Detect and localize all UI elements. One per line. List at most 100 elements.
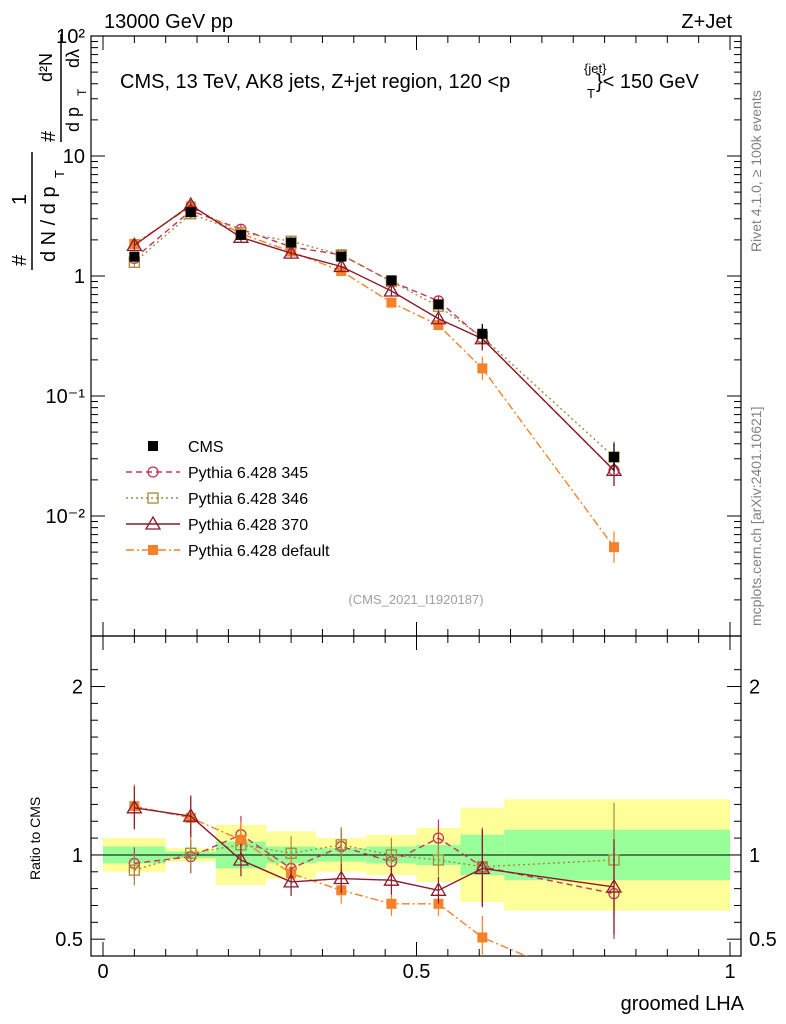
y-label-dpT: d p (63, 107, 83, 132)
point-pythia-6-428-370 (430, 310, 447, 325)
point-cms (477, 328, 488, 339)
point-pythia-6-428-370 (383, 282, 400, 297)
y-tick-label-3: 10⁻¹ (46, 386, 86, 408)
point-cms (286, 237, 297, 248)
y-tick-label-2: 1 (74, 266, 85, 288)
series-pythia-6-428-default (129, 201, 620, 563)
process-label: Z+Jet (681, 11, 732, 33)
y-label-hash2: # (38, 130, 60, 142)
point-cms (336, 251, 347, 262)
line-pythia-6-428-370 (133, 204, 615, 471)
ratio-tick-label-left-1: 1 (72, 845, 83, 867)
point-cms (185, 207, 196, 218)
legend: CMS Pythia 6.428 345 Pythia 6.428 346 Pythi… (126, 439, 330, 560)
ratio-tick-label-right-1: 1 (749, 845, 760, 867)
ratio-point-pythia-6-428-370 (282, 873, 300, 888)
legend-label-pythia-6-428-370: Pythia 6.428 370 (188, 517, 308, 534)
y-label-dpT-sub: T (75, 88, 89, 96)
ratio-point-pythia-6-428-346 (185, 847, 197, 859)
y-label-dlambda: dλ (63, 49, 83, 68)
ratio-tick-label-left-2: 0.5 (55, 929, 83, 951)
legend-marker-pythia-6-428-346 (147, 492, 159, 504)
ratio-plot-panel: 0 0.5 1 2 2 1 1 0.5 0.5 (55, 635, 777, 998)
ratio-point-pythia-6-428-default (386, 898, 397, 909)
series-cms (129, 207, 620, 472)
y-label-one: 1 (9, 194, 31, 205)
plot-title-sub: T (587, 86, 595, 101)
y-label-hash: # (9, 254, 31, 266)
plot-title-sup: {jet} (584, 61, 607, 76)
legend-marker-pythia-6-428-345 (147, 466, 159, 478)
ratio-tick-label-right-2: 0.5 (749, 929, 777, 951)
point-pythia-6-428-370 (126, 237, 143, 252)
ratio-point-pythia-6-428-346 (128, 864, 141, 876)
x-tick-label-0: 0 (97, 961, 108, 983)
y-tick-label-1: 10 (63, 146, 85, 168)
ratio-point-pythia-6-428-default (609, 988, 619, 998)
legend-label-pythia-6-428-346: Pythia 6.428 346 (188, 491, 308, 508)
line-pythia-6-428-345 (133, 209, 615, 471)
legend-label-pythia-6-428-default: Pythia 6.428 default (188, 543, 330, 560)
mcplots-label: mcplots.cern.ch [arXiv:2401.10621] (748, 407, 764, 626)
legend-marker-cms (148, 441, 158, 451)
point-cms (609, 452, 620, 463)
line-pythia-6-428-346 (133, 212, 615, 458)
ratio-point-pythia-6-428-346 (335, 839, 347, 851)
y-label-dN: d N / d p (38, 186, 60, 262)
y-label-sub-T: T (52, 170, 67, 178)
ratio-point-pythia-6-428-370 (333, 870, 350, 885)
legend-label-pythia-6-428-345: Pythia 6.428 345 (188, 465, 308, 482)
series-pythia-6-428-346 (128, 208, 620, 473)
point-cms (129, 251, 140, 262)
ratio-series-pythia-6-428-370 (126, 786, 623, 935)
ratio-series (126, 784, 623, 998)
analysis-id: (CMS_2021_I1920187) (348, 592, 483, 607)
ratio-axis-label: Ratio to CMS (27, 797, 43, 880)
point-pythia-6-428-370 (282, 244, 300, 259)
ratio-point-pythia-6-428-default (433, 898, 444, 909)
y-tick-label-4: 10⁻² (46, 506, 86, 528)
main-plot-panel: 10² 10 1 10⁻¹ 10⁻² (46, 26, 742, 637)
ratio-point-pythia-6-428-default (477, 932, 488, 943)
point-cms (386, 275, 397, 286)
point-pythia-6-428-default (477, 363, 488, 374)
ratio-point-pythia-6-428-370 (383, 871, 400, 886)
legend-marker-pythia-6-428-370 (144, 515, 162, 530)
y-axis-label: # 1 d N / d p T # d²N d p T dλ (9, 34, 89, 270)
x-axis-title: groomed LHA (621, 993, 745, 1015)
x-tick-label-1: 0.5 (403, 961, 431, 983)
point-cms (433, 299, 444, 310)
energy-label: 13000 GeV pp (104, 11, 233, 33)
plot-title: CMS, 13 TeV, AK8 jets, Z+jet region, 120… (120, 71, 510, 93)
ratio-tick-label-left-0: 2 (72, 677, 83, 699)
ratio-point-pythia-6-428-370 (430, 882, 447, 896)
x-tick-label-2: 1 (724, 961, 735, 983)
ratio-point-pythia-6-428-370 (182, 807, 199, 822)
ratio-line-pythia-6-428-345 (134, 833, 615, 895)
ratio-point-pythia-6-428-370 (126, 799, 143, 814)
legend-label-cms: CMS (188, 439, 224, 456)
point-cms (235, 229, 246, 240)
ratio-point-pythia-6-428-370 (605, 878, 623, 893)
ratio-point-pythia-6-428-default (235, 834, 246, 845)
ratio-point-pythia-6-428-370 (232, 851, 250, 866)
ratio-point-pythia-6-428-346 (432, 854, 445, 866)
ratio-tick-label-right-0: 2 (749, 677, 760, 699)
ratio-point-pythia-6-428-370 (474, 860, 491, 875)
ratio-point-pythia-6-428-346 (385, 849, 398, 861)
plot-title-main: CMS, 13 TeV, AK8 jets, Z+jet region, 120… (120, 71, 510, 93)
main-series (126, 196, 623, 563)
point-pythia-6-428-default (433, 320, 444, 331)
point-pythia-6-428-370 (605, 462, 623, 477)
legend-marker-pythia-6-428-default (148, 545, 158, 555)
point-pythia-6-428-default (386, 297, 397, 308)
ratio-point-pythia-6-428-346 (285, 847, 297, 859)
y-label-d2N: d²N (36, 53, 56, 82)
point-pythia-6-428-370 (333, 258, 350, 273)
ratio-point-pythia-6-428-345 (432, 832, 445, 844)
y-tick-label-0: 10² (56, 26, 85, 48)
point-pythia-6-428-default (609, 542, 620, 553)
plot-title-end: }< 150 GeV (596, 71, 700, 93)
rivet-version-label: Rivet 4.1.0, ≥ 100k events (748, 90, 764, 252)
